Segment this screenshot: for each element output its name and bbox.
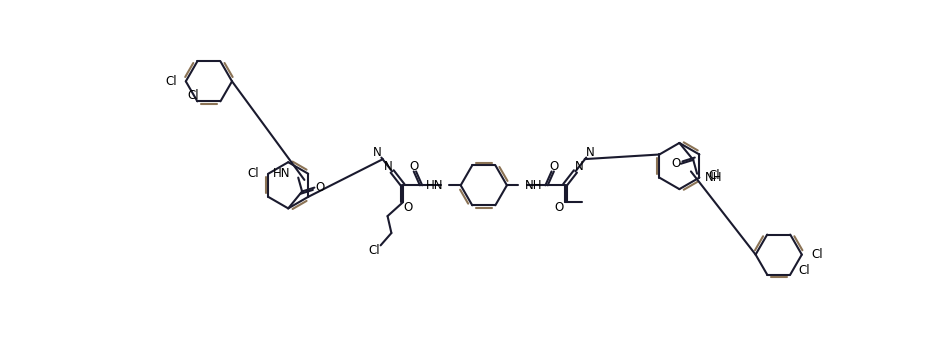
Text: N: N	[585, 146, 595, 160]
Text: O: O	[315, 181, 325, 194]
Text: N: N	[373, 146, 382, 160]
Text: Cl: Cl	[247, 167, 259, 180]
Text: HN: HN	[426, 179, 443, 192]
Text: N: N	[384, 160, 393, 173]
Text: O: O	[409, 160, 418, 172]
Text: NH: NH	[705, 171, 722, 184]
Text: O: O	[555, 201, 564, 214]
Text: O: O	[404, 201, 413, 214]
Text: O: O	[671, 157, 681, 170]
Text: N: N	[575, 160, 583, 173]
Text: Cl: Cl	[165, 75, 177, 88]
Text: Cl: Cl	[709, 169, 720, 182]
Text: NH: NH	[525, 179, 542, 192]
Text: Cl: Cl	[811, 248, 822, 261]
Text: Cl: Cl	[369, 244, 380, 257]
Text: Cl: Cl	[798, 264, 810, 277]
Text: Cl: Cl	[188, 89, 199, 102]
Text: HN: HN	[273, 167, 291, 180]
Text: O: O	[549, 160, 559, 172]
